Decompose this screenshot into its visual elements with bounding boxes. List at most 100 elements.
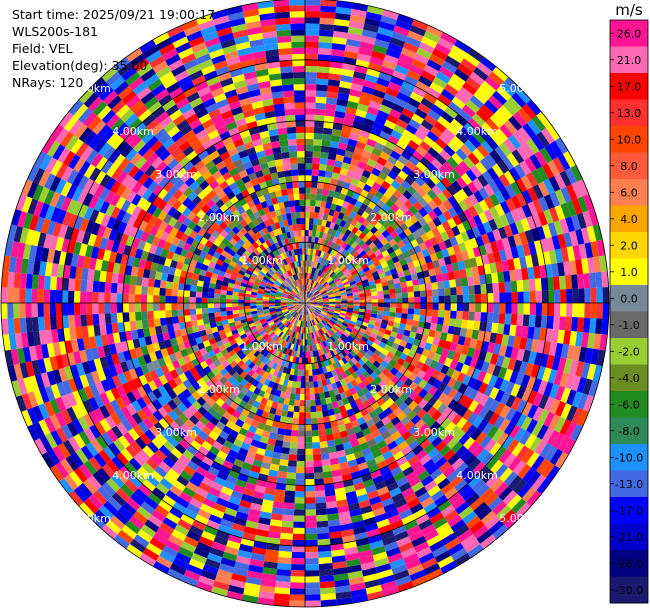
velocity-bin xyxy=(393,145,405,156)
velocity-bin xyxy=(333,30,348,39)
velocity-bin xyxy=(335,268,342,275)
velocity-bin xyxy=(371,167,381,177)
velocity-bin xyxy=(306,284,308,291)
velocity-bin xyxy=(339,167,349,176)
velocity-bin xyxy=(314,268,319,275)
velocity-bin xyxy=(348,278,355,284)
velocity-bin xyxy=(316,224,322,232)
velocity-bin xyxy=(536,111,551,128)
velocity-bin xyxy=(330,178,338,186)
velocity-bin xyxy=(323,282,329,288)
velocity-bin xyxy=(318,263,323,270)
velocity-bin xyxy=(457,63,473,77)
velocity-bin xyxy=(452,192,464,204)
velocity-bin xyxy=(393,189,403,200)
velocity-bin xyxy=(320,151,329,159)
velocity-bin xyxy=(325,275,331,282)
velocity-bin xyxy=(401,108,415,119)
velocity-bin xyxy=(469,237,479,249)
velocity-bin xyxy=(407,139,420,151)
velocity-bin xyxy=(370,226,379,235)
velocity-bin xyxy=(543,194,555,210)
velocity-bin xyxy=(526,172,538,188)
velocity-bin xyxy=(410,253,419,262)
velocity-bin xyxy=(423,167,434,179)
velocity-bin xyxy=(438,257,446,267)
velocity-bin xyxy=(451,225,461,237)
velocity-bin xyxy=(312,288,317,294)
velocity-bin xyxy=(308,260,312,267)
velocity-bin xyxy=(463,156,476,170)
velocity-bin xyxy=(471,113,486,127)
velocity-bin xyxy=(356,266,363,273)
velocity-bin xyxy=(427,147,440,159)
velocity-bin xyxy=(537,181,550,197)
velocity-bin xyxy=(386,225,395,235)
velocity-bin xyxy=(404,102,418,114)
velocity-bin xyxy=(342,156,352,165)
velocity-bin xyxy=(318,270,324,277)
velocity-bin xyxy=(387,170,398,180)
velocity-bin xyxy=(309,294,314,299)
velocity-bin xyxy=(313,289,318,295)
velocity-bin xyxy=(501,237,511,250)
velocity-bin xyxy=(437,202,448,214)
velocity-bin xyxy=(332,122,343,131)
velocity-bin xyxy=(449,254,458,264)
velocity-bin xyxy=(322,273,328,280)
velocity-bin xyxy=(515,88,531,104)
velocity-bin xyxy=(543,178,555,195)
velocity-bin xyxy=(440,231,450,242)
velocity-bin xyxy=(320,5,337,13)
velocity-bin xyxy=(345,273,353,279)
velocity-bin xyxy=(305,299,311,303)
velocity-bin xyxy=(310,297,317,301)
velocity-bin xyxy=(373,260,381,268)
velocity-bin xyxy=(326,91,339,99)
velocity-bin xyxy=(309,218,314,225)
velocity-bin xyxy=(368,187,378,196)
velocity-bin xyxy=(490,132,504,147)
velocity-bin xyxy=(411,113,425,125)
velocity-bin xyxy=(366,138,377,148)
velocity-bin xyxy=(359,129,371,139)
velocity-bin xyxy=(363,285,371,291)
velocity-bin xyxy=(383,242,392,250)
velocity-bin xyxy=(305,266,307,273)
velocity-bin xyxy=(434,43,451,56)
velocity-bin xyxy=(483,183,495,197)
velocity-bin xyxy=(444,55,461,69)
velocity-bin xyxy=(432,48,448,61)
velocity-bin xyxy=(430,104,445,117)
velocity-bin xyxy=(503,224,514,238)
velocity-bin xyxy=(341,162,351,170)
velocity-bin xyxy=(308,273,312,280)
velocity-bin xyxy=(319,157,328,165)
velocity-bin xyxy=(389,194,399,204)
velocity-bin xyxy=(335,154,345,163)
velocity-bin xyxy=(549,207,560,223)
velocity-bin xyxy=(477,85,493,100)
velocity-bin xyxy=(415,236,425,245)
velocity-bin xyxy=(390,180,401,190)
velocity-bin xyxy=(583,194,595,211)
velocity-bin xyxy=(305,290,307,297)
velocity-bin xyxy=(333,116,345,125)
velocity-bin xyxy=(307,242,312,249)
velocity-bin xyxy=(328,269,334,276)
velocity-bin xyxy=(374,221,383,230)
velocity-bin xyxy=(365,214,374,223)
velocity-bin xyxy=(431,227,441,237)
velocity-bin xyxy=(322,294,329,298)
velocity-bin xyxy=(305,23,320,30)
velocity-bin xyxy=(306,291,308,298)
velocity-bin xyxy=(316,296,323,300)
velocity-bin xyxy=(387,135,400,145)
velocity-bin xyxy=(333,24,349,33)
velocity-bin xyxy=(377,208,387,218)
velocity-bin xyxy=(387,155,398,166)
velocity-bin xyxy=(381,281,389,287)
velocity-bin xyxy=(467,117,482,131)
velocity-bin xyxy=(305,260,308,267)
velocity-bin xyxy=(311,181,318,189)
